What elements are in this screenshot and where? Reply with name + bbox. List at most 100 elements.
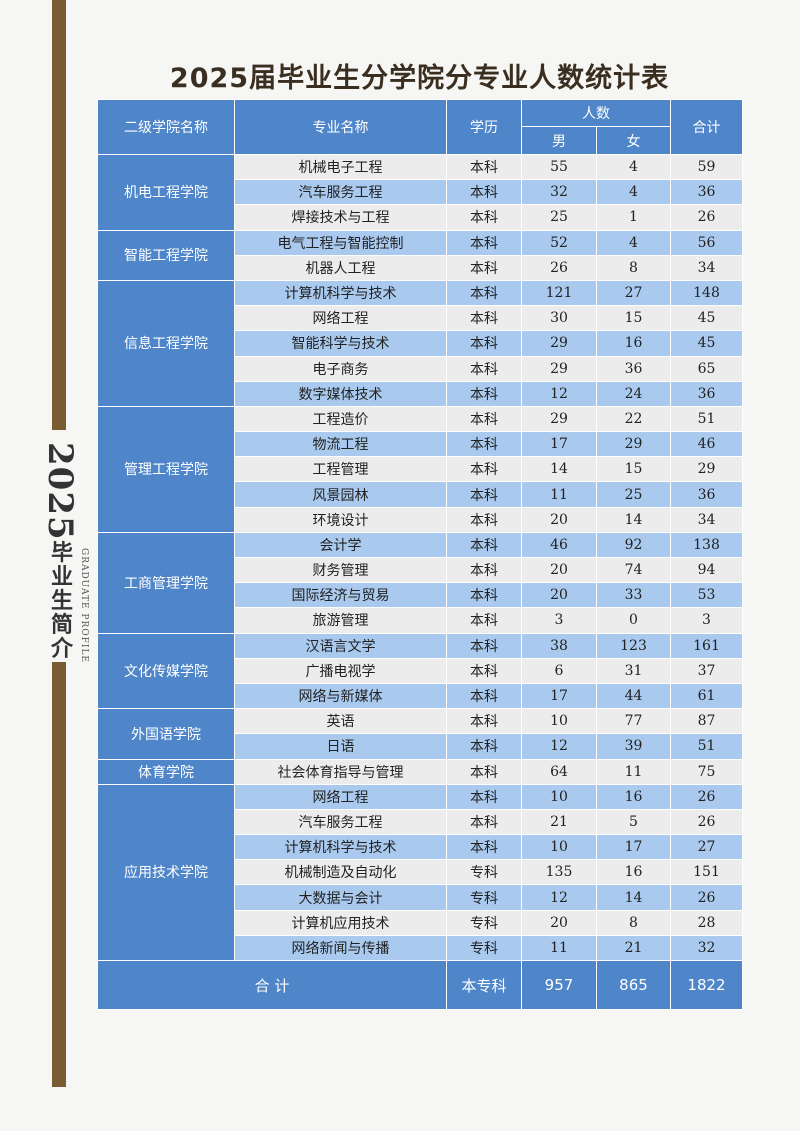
college-name: 机电工程学院: [97, 154, 235, 231]
major-name: 大数据与会计: [234, 884, 447, 911]
summary-female: 865: [596, 960, 671, 1010]
male-count: 20: [521, 506, 597, 533]
table-row: 计算机应用技术 专科 20 8 28: [98, 909, 743, 936]
college-name: 智能工程学院: [97, 229, 235, 281]
degree-cell: 本科: [446, 834, 522, 861]
degree-cell: 本科: [446, 405, 522, 433]
table-row: 日语 本科 12 39 51: [98, 733, 743, 760]
total-count: 34: [670, 506, 743, 533]
total-count: 34: [670, 254, 743, 281]
table-row: 计算机科学与技术 本科 10 17 27: [98, 834, 743, 861]
major-name: 物流工程: [234, 431, 447, 458]
table-row: 工商管理学院 会计学 本科 46 92 138: [97, 531, 743, 634]
table-row: 外国语学院 英语 本科 10 77 87: [97, 708, 743, 760]
major-name: 国际经济与贸易: [234, 582, 447, 609]
female-count: 77: [596, 708, 671, 735]
female-count: 4: [596, 153, 671, 181]
male-count: 6: [521, 657, 597, 684]
major-name: 机械电子工程: [234, 153, 447, 181]
female-count: 8: [596, 909, 671, 936]
side-year: 2025: [40, 442, 80, 541]
major-name: 网络工程: [234, 783, 447, 810]
degree-cell: 本科: [446, 582, 522, 609]
female-count: 4: [596, 179, 671, 206]
male-count: 10: [521, 834, 597, 861]
major-name: 汽车服务工程: [234, 179, 447, 206]
table-row: 旅游管理 本科 3 0 3: [98, 607, 743, 634]
degree-cell: 本科: [446, 657, 522, 684]
female-count: 16: [596, 859, 671, 886]
table-row: 汽车服务工程 本科 32 4 36: [98, 179, 743, 206]
total-count: 148: [670, 279, 743, 307]
degree-cell: 本科: [446, 279, 522, 307]
table-row: 汽车服务工程 本科 21 5 26: [98, 808, 743, 836]
side-decoration-bar: [52, 662, 66, 1087]
total-count: 51: [670, 733, 743, 760]
total-count: 26: [670, 204, 743, 231]
table-row: 智能科学与技术 本科 29 16 45: [98, 330, 743, 357]
table-row: 网络工程 本科 30 15 45: [98, 305, 743, 332]
major-name: 电子商务: [234, 355, 447, 382]
male-count: 64: [521, 758, 597, 785]
side-subtitle: 毕业生简介: [47, 540, 73, 661]
total-count: 65: [670, 355, 743, 382]
total-count: 26: [670, 783, 743, 810]
degree-cell: 本科: [446, 632, 522, 659]
total-count: 51: [670, 405, 743, 433]
major-name: 智能科学与技术: [234, 330, 447, 357]
major-name: 英语: [234, 708, 447, 735]
summary-row: 合 计 本专科 957 865 1822: [97, 960, 743, 1010]
male-count: 10: [521, 708, 597, 735]
degree-cell: 本科: [446, 783, 522, 810]
degree-cell: 本科: [446, 733, 522, 760]
degree-cell: 本科: [446, 481, 522, 508]
male-count: 20: [521, 582, 597, 609]
female-count: 14: [596, 884, 671, 911]
male-count: 17: [521, 682, 597, 710]
table-row: 物流工程 本科 17 29 46: [98, 431, 743, 458]
female-count: 22: [596, 405, 671, 433]
major-name: 工程造价: [234, 405, 447, 433]
male-count: 12: [521, 380, 597, 407]
header-female: 女: [596, 126, 671, 155]
male-count: 20: [521, 909, 597, 936]
table-row: 数字媒体技术 本科 12 24 36: [98, 380, 743, 407]
college-name: 信息工程学院: [97, 279, 235, 407]
male-count: 17: [521, 431, 597, 458]
table-row: 大数据与会计 专科 12 14 26: [98, 884, 743, 911]
header-degree: 学历: [446, 99, 522, 155]
degree-cell: 本科: [446, 153, 522, 181]
male-count: 3: [521, 607, 597, 634]
table-row: 广播电视学 本科 6 31 37: [98, 657, 743, 684]
total-count: 29: [670, 456, 743, 483]
total-count: 36: [670, 179, 743, 206]
female-count: 74: [596, 556, 671, 584]
total-count: 75: [670, 758, 743, 785]
total-count: 59: [670, 153, 743, 181]
degree-cell: 专科: [446, 859, 522, 886]
degree-cell: 本科: [446, 254, 522, 281]
female-count: 36: [596, 355, 671, 382]
female-count: 11: [596, 758, 671, 785]
male-count: 26: [521, 254, 597, 281]
major-name: 汉语言文学: [234, 632, 447, 659]
major-name: 日语: [234, 733, 447, 760]
major-name: 计算机科学与技术: [234, 279, 447, 307]
male-count: 29: [521, 330, 597, 357]
female-count: 25: [596, 481, 671, 508]
male-count: 32: [521, 179, 597, 206]
female-count: 39: [596, 733, 671, 760]
major-name: 会计学: [234, 531, 447, 559]
total-count: 61: [670, 682, 743, 710]
total-count: 28: [670, 909, 743, 936]
table-row: 机器人工程 本科 26 8 34: [98, 254, 743, 281]
header-count: 人数: [521, 99, 671, 127]
page-title: 2025届毕业生分学院分专业人数统计表: [169, 63, 670, 94]
total-count: 45: [670, 305, 743, 332]
male-count: 12: [521, 733, 597, 760]
degree-cell: 本科: [446, 531, 522, 559]
major-name: 数字媒体技术: [234, 380, 447, 407]
male-count: 20: [521, 556, 597, 584]
table-row: 信息工程学院 计算机科学与技术 本科 121 27 148: [97, 279, 743, 407]
male-count: 12: [521, 884, 597, 911]
